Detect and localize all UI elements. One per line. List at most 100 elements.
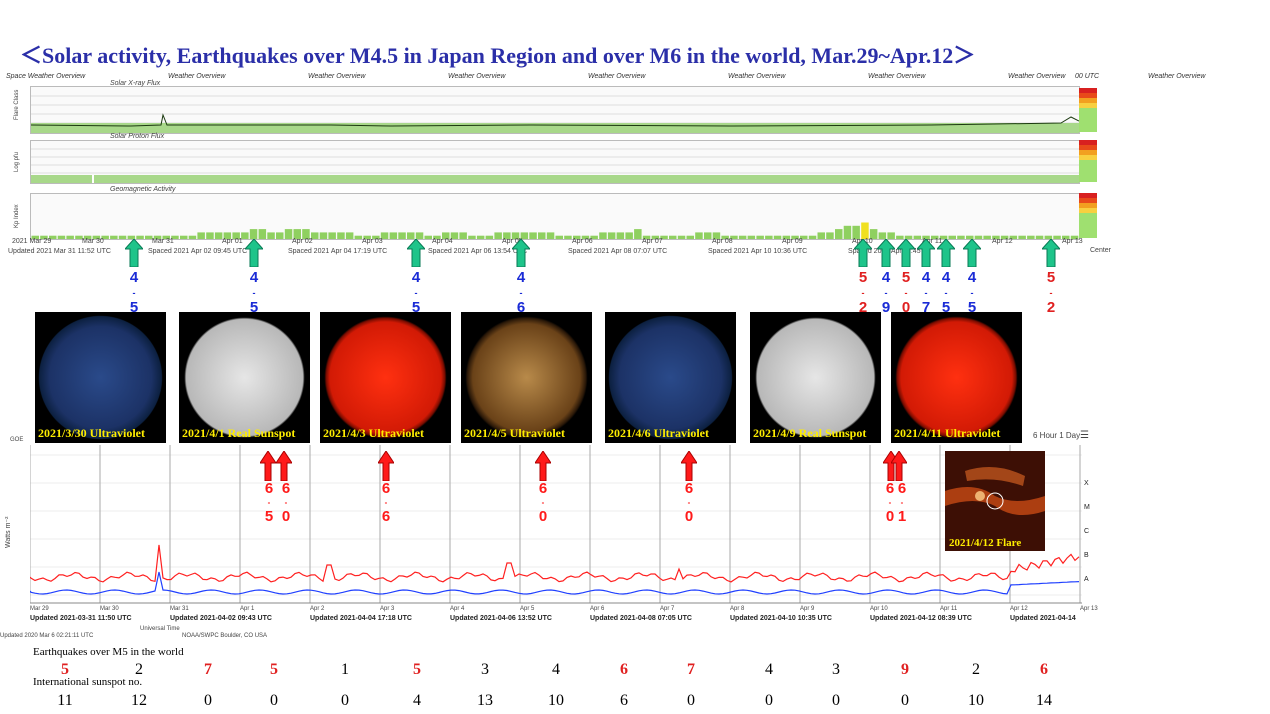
quake-mag-top: 5 (901, 269, 911, 286)
green-arrow-icon (1040, 238, 1062, 272)
kp-bar (852, 225, 860, 239)
quake-dash: - (970, 288, 974, 298)
quake-mag-top: 4 (129, 269, 139, 286)
kp-bar (913, 235, 922, 239)
kp-bar (922, 235, 930, 239)
kp-bar (520, 232, 529, 239)
goes-x-tick: Apr 8 (730, 606, 745, 612)
kp-bar (92, 235, 101, 239)
world-quake-label: 6-0 (679, 480, 699, 526)
kp-bar (1035, 235, 1044, 239)
goes-x-tick: Mar 29 (30, 606, 49, 612)
quake-mag-top: 4 (941, 269, 951, 286)
world-dash: - (267, 498, 271, 507)
noaa-updated: Spaced 2021 Apr 04 17:19 UTC (288, 248, 388, 255)
world-mag-top: 6 (684, 480, 694, 497)
kp-bar (302, 229, 310, 239)
kp-bar (573, 235, 581, 239)
kp-index-label: Kp Index (14, 204, 20, 228)
overview-right-header: 00 UTC (1075, 73, 1100, 80)
world-mag-bottom: 0 (885, 508, 895, 525)
solar-image: 2021/4/1 Real Sunspot (179, 312, 310, 443)
geo-title: Geomagnetic Activity (110, 186, 176, 193)
goes-x-tick: Apr 10 (870, 606, 888, 612)
world-mag-top: 6 (885, 480, 895, 497)
goes-x-tick: Apr 3 (380, 606, 395, 612)
kp-bar (276, 232, 284, 239)
world-quake-count: 7 (687, 661, 695, 678)
red-arrow-icon (680, 450, 698, 486)
kp-scale (1079, 193, 1097, 238)
quake-dash: - (884, 288, 888, 298)
sunspot-number: 10 (968, 692, 984, 709)
world-mag-bottom: 6 (381, 508, 391, 525)
noaa-x-tick: Mar 30 (82, 238, 104, 245)
world-quake-count: 9 (901, 661, 909, 678)
kp-bar (765, 235, 773, 239)
geomagnetic-strip (30, 193, 1080, 240)
goes-class-label: A (1084, 576, 1089, 583)
goes-footer-left: Updated 2020 Mar 6 02:21:11 UTC (0, 633, 94, 639)
sunspot-number: 0 (341, 692, 349, 709)
kp-bar (607, 232, 616, 239)
proton-title: Solar Proton Flux (110, 133, 165, 140)
noaa-x-tick: Apr 08 (712, 238, 733, 245)
center-label: Center (1090, 247, 1112, 254)
quake-mag-bottom: 0 (901, 299, 911, 316)
sunspot-number: 6 (620, 692, 628, 709)
kp-bar (1044, 235, 1053, 239)
world-mag-top: 6 (381, 480, 391, 497)
japan-quake-label: 4 -9 (869, 268, 903, 318)
kp-bar (931, 235, 939, 239)
noaa-x-tick: Apr 03 (362, 238, 383, 245)
kp-bar (442, 232, 450, 239)
sunspot-number: 11 (57, 692, 73, 709)
sunspot-number: 0 (204, 692, 212, 709)
kp-bar (861, 222, 869, 239)
solar-image: 2021/4/3 Ultraviolet (320, 312, 451, 443)
quake-mag-top: 4 (249, 269, 259, 286)
goes-ylabel: Watts m⁻² (5, 516, 12, 548)
noaa-x-tick: Apr 05 (502, 238, 523, 245)
quake-dash: - (519, 288, 523, 298)
quake-dash: - (924, 288, 928, 298)
solar-image: 2021/4/5 Ultraviolet (461, 312, 592, 443)
green-arrow-icon (915, 238, 937, 272)
kp-bar (136, 235, 144, 239)
green-arrow-icon (123, 238, 145, 272)
kp-bar (904, 235, 913, 239)
page-title: ＜Solar activity, Earthquakes over M4.5 i… (20, 43, 976, 68)
kp-bar (581, 235, 590, 239)
solar-image-caption: 2021/4/5 Ultraviolet (464, 426, 565, 440)
green-arrow-icon (405, 238, 427, 272)
kp-index-bars (31, 222, 1079, 239)
quake-dash: - (414, 288, 418, 298)
solar-image-caption: 2021/4/9 Real Sunspot (753, 426, 867, 440)
kp-bar (808, 235, 817, 239)
kp-bar (730, 235, 738, 239)
kp-bar (957, 235, 965, 239)
goes-x-tick: Apr 9 (800, 606, 815, 612)
world-mag-bottom: 5 (264, 508, 274, 525)
green-arrow-icon (875, 238, 897, 272)
world-mag-bottom: 0 (281, 508, 291, 525)
world-quake-count: 4 (552, 661, 560, 678)
goes-time-controls[interactable]: 6 Hour 1 Day (1033, 431, 1081, 440)
world-quake-count: 7 (204, 661, 212, 678)
kp-bar (511, 232, 520, 239)
sunspot-number: 0 (270, 692, 278, 709)
kp-bar (686, 235, 694, 239)
quake-mag-bottom: 5 (941, 299, 951, 316)
goes-x-tick: Apr 4 (450, 606, 465, 612)
kp-bar (171, 235, 179, 239)
menu-icon[interactable]: ☰ (1080, 430, 1089, 441)
kp-bar (747, 235, 756, 239)
kp-bar (538, 232, 546, 239)
red-arrow-icon (259, 450, 277, 486)
kp-bar (529, 232, 537, 239)
sunspot-number: 4 (413, 692, 421, 709)
sunspot-number: 0 (687, 692, 695, 709)
kp-bar (31, 235, 39, 239)
world-mag-bottom: 0 (538, 508, 548, 525)
kp-bar (983, 235, 991, 239)
